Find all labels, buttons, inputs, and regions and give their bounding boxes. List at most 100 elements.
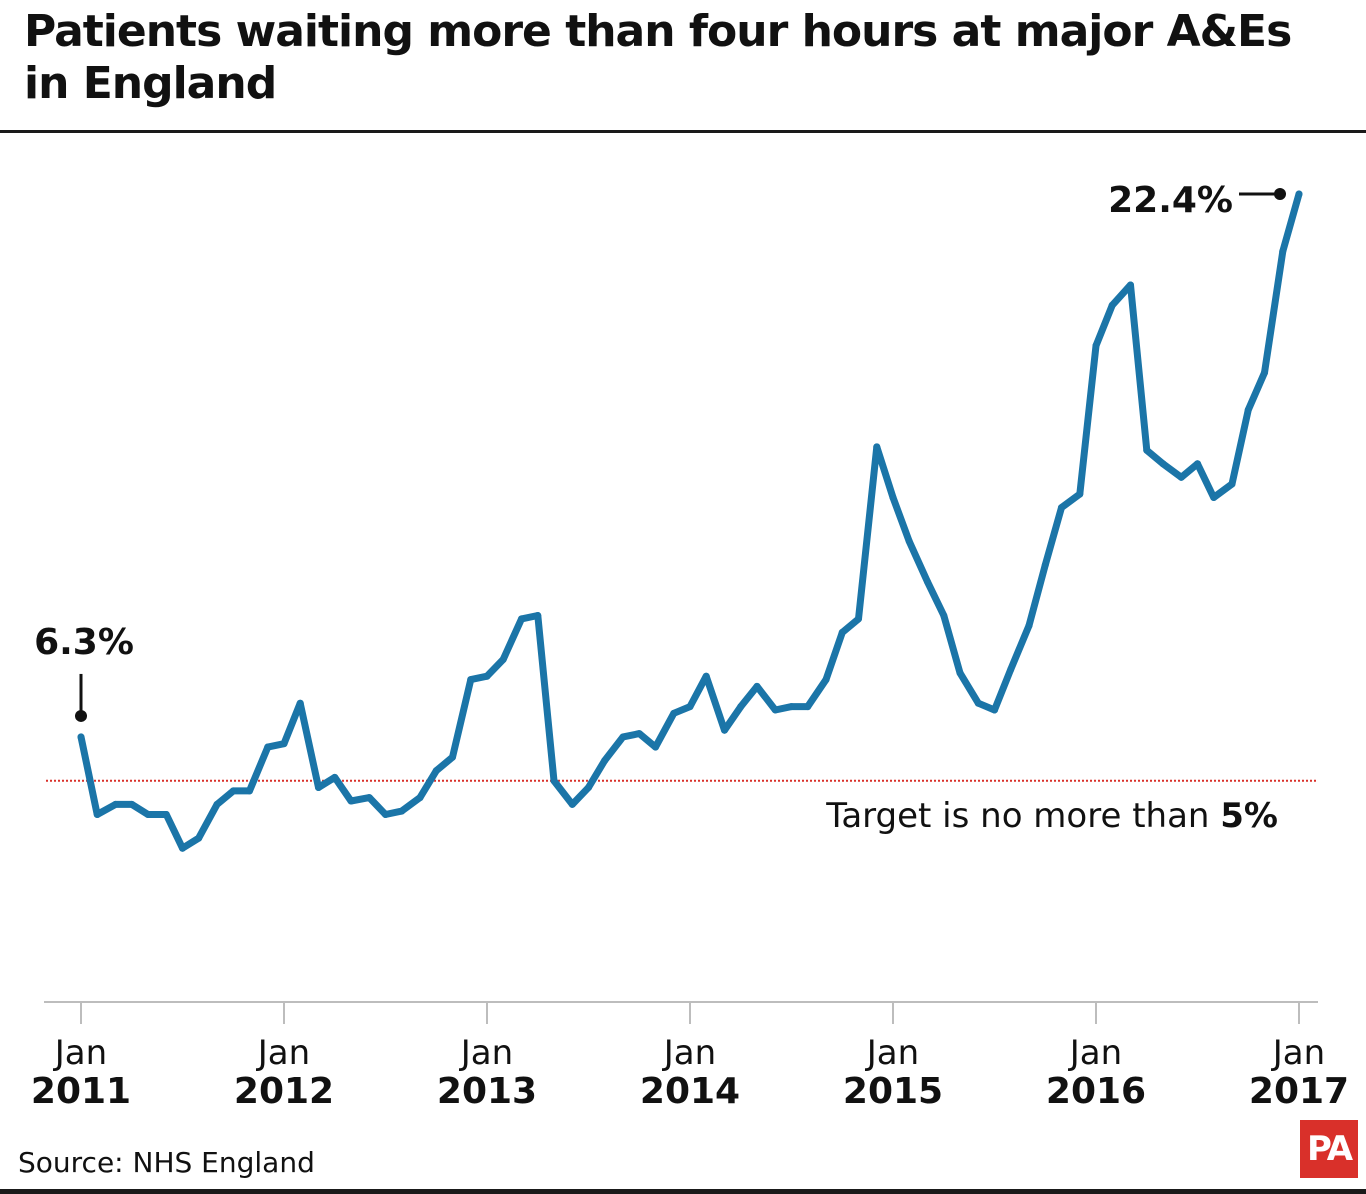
data-point [1260,369,1268,377]
data-point [550,777,558,785]
data-point [585,784,592,792]
annotation-label-end: 22.4% [1108,180,1233,221]
data-point [889,493,897,501]
data-point [448,753,456,761]
data-point [195,834,203,842]
data-point [499,655,507,663]
data-point [179,844,186,852]
data-point [804,703,812,711]
data-point [315,784,323,792]
data-point [822,676,830,684]
x-tick-label-year: 2013 [437,1071,537,1112]
x-tick-label-year: 2011 [31,1071,131,1112]
target-label-text: Target is no more than [825,796,1220,836]
data-point [483,672,491,680]
annotation-label-start: 6.3% [34,622,134,663]
x-tick-label-month: Jan [865,1033,919,1073]
x-tick-label-month: Jan [662,1033,716,1073]
title-divider [0,130,1366,133]
data-point [1025,622,1033,630]
data-point [77,733,85,741]
data-point [991,706,998,714]
data-point [347,797,355,805]
data-point [838,628,846,636]
data-point [467,676,475,684]
x-tick-label-month: Jan [1068,1033,1122,1073]
data-point [128,800,136,808]
data-point [1007,665,1015,673]
target-label: Target is no more than 5% [825,796,1278,836]
data-point [956,669,964,677]
data-point [1057,504,1065,512]
data-point [854,615,862,623]
data-point [1210,493,1218,501]
pa-logo: PA [1300,1120,1358,1178]
data-point [382,811,389,819]
data-point [1159,460,1167,468]
x-tick-label-year: 2017 [1249,1071,1349,1112]
data-point [619,733,627,741]
data-point [432,767,440,775]
bottom-divider [0,1189,1366,1194]
data-point [670,709,678,717]
target-label-value: 5% [1220,796,1278,836]
x-tick-label-month: Jan [53,1033,107,1073]
data-point [213,800,221,808]
data-point [1194,460,1201,468]
data-point [1041,561,1049,569]
series-points [77,190,1303,852]
data-point [144,811,152,819]
data-point [940,612,948,620]
data-point [229,787,237,795]
data-point [1177,473,1185,481]
x-tick-label-year: 2012 [234,1071,334,1112]
data-point [331,773,339,781]
data-point [568,800,576,808]
data-point [416,794,424,802]
data-point [737,703,745,711]
data-point [601,757,609,765]
chart-title: Patients waiting more than four hours at… [24,6,1292,109]
data-point [753,682,761,690]
data-point [1228,480,1236,488]
data-point [162,811,170,819]
data-point [93,811,101,819]
data-point [1143,446,1151,454]
x-tick-label-year: 2015 [843,1071,943,1112]
data-point [1127,281,1135,289]
data-point [1295,190,1303,198]
data-point [721,726,729,734]
series-line [77,190,1303,852]
x-tick-label-year: 2014 [640,1071,740,1112]
data-point [245,787,253,795]
data-point [1244,406,1252,414]
annotations: 6.3% 22.4% [34,180,1286,722]
x-tick-label-month: Jan [256,1033,310,1073]
data-point [518,615,526,623]
data-point [905,537,913,545]
x-tick-label-year: 2016 [1046,1071,1146,1112]
data-point [635,730,643,738]
data-point [112,800,120,808]
x-tick-label-month: Jan [459,1033,513,1073]
data-point [534,612,542,620]
data-point [398,807,406,815]
data-point [686,703,694,711]
data-point [1108,301,1116,309]
data-point [974,699,982,707]
data-point [924,578,932,586]
data-point [1076,490,1084,498]
data-point [873,443,881,451]
data-point [365,794,373,802]
data-point [264,743,272,751]
x-axis-ticks: Jan2011Jan2012Jan2013Jan2014Jan2015Jan20… [31,1002,1349,1112]
data-point [651,743,659,751]
data-point [1279,247,1287,255]
x-tick-label-month: Jan [1271,1033,1325,1073]
data-point [771,706,779,714]
data-point [788,703,795,711]
data-point [296,699,304,707]
data-point [280,740,288,748]
data-point [1092,342,1100,350]
